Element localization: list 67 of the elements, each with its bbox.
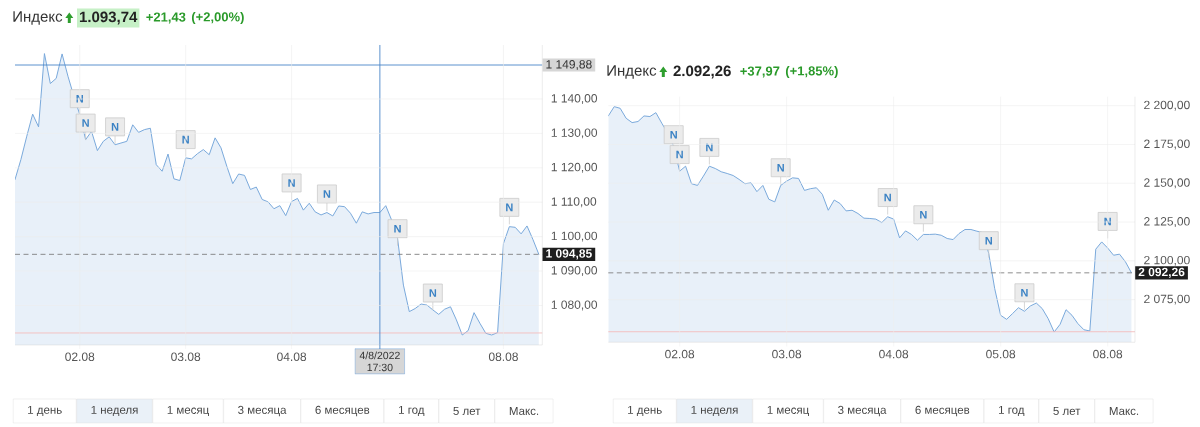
text: 6 месяцев	[915, 405, 970, 417]
y-tick-label: 1 120,00	[551, 162, 598, 173]
text: 1 месяц	[767, 405, 809, 417]
text: (+2,00%)	[191, 11, 244, 25]
data-label: N	[429, 289, 437, 297]
y-tick-label: 2 200,00	[1144, 100, 1190, 111]
data-label: N	[670, 130, 677, 139]
text: 3 месяца	[238, 405, 287, 417]
text: 6 месяцев	[315, 405, 370, 417]
y-tick-label: 1 130,00	[551, 128, 598, 139]
text: 5 лет	[1053, 406, 1081, 415]
text: 2.092,26	[673, 65, 731, 79]
data-label: N	[985, 236, 992, 245]
y-tick-label: 1 080,00	[551, 300, 598, 311]
y-tick-label: 1 100,00	[551, 231, 598, 242]
text: 1 неделя	[691, 405, 738, 417]
data-label: N	[676, 150, 683, 159]
data-label: N	[76, 94, 83, 103]
text: 5 лет	[453, 406, 481, 415]
data-label: N	[884, 193, 891, 202]
text: 1 год	[399, 405, 425, 417]
y-tick-label: 1 110,00	[551, 197, 597, 208]
data-label: N	[323, 190, 331, 198]
x-tick-label: 08.08	[1093, 349, 1123, 359]
text: 1 год	[999, 405, 1025, 417]
ref-line-label: 1 094,85	[546, 249, 592, 260]
chart-title: Индекс	[13, 11, 63, 25]
x-tick-label: 03.08	[772, 349, 802, 359]
text: 1 день	[628, 405, 662, 417]
chart-title: Индекс	[607, 65, 657, 79]
data-label: N	[82, 119, 89, 127]
text: 1.093,74	[79, 11, 138, 25]
y-tick-label: 1 090,00	[551, 266, 598, 276]
ref-line-label: 1 149,88	[546, 60, 592, 70]
data-label: N	[394, 224, 401, 233]
data-label: N	[706, 143, 713, 152]
y-tick-label: 2 175,00	[1144, 139, 1190, 150]
text: 3 месяца	[838, 405, 887, 417]
data-label: N	[777, 163, 784, 172]
x-tick-label: 04.08	[879, 349, 909, 359]
text: (+1,85%)	[785, 65, 838, 79]
data-label: N	[1021, 289, 1028, 297]
data-label: N	[506, 203, 513, 212]
text: 1 неделя	[91, 405, 138, 417]
text: Макс.	[509, 406, 539, 415]
data-label: N	[182, 135, 189, 144]
x-tick-label: 04.08	[277, 352, 307, 362]
data-label: N	[288, 179, 295, 187]
y-tick-label: 2 125,00	[1144, 217, 1190, 228]
y-tick-label: 2 100,00	[1144, 255, 1190, 266]
text: 1 месяц	[167, 405, 209, 417]
y-tick-label: 2 150,00	[1144, 178, 1190, 189]
data-label: N	[1104, 217, 1111, 226]
x-tick-label: 02.08	[65, 352, 95, 362]
text: Макс.	[1109, 406, 1139, 415]
data-label: N	[111, 123, 119, 131]
text: +21,43	[146, 12, 186, 24]
x-tick-label: 05.08	[986, 349, 1016, 359]
y-tick-label: 1 140,00	[551, 94, 598, 104]
text: 1 день	[28, 405, 62, 417]
text: +37,97	[740, 66, 780, 78]
ref-line-label: 2 092,26	[1138, 267, 1185, 278]
data-label: N	[920, 210, 927, 219]
x-tick-label: 08.08	[488, 352, 518, 362]
x-tick-label: 03.08	[171, 352, 201, 362]
y-tick-label: 2 075,00	[1144, 294, 1190, 305]
x-tick-label: 02.08	[665, 349, 695, 359]
